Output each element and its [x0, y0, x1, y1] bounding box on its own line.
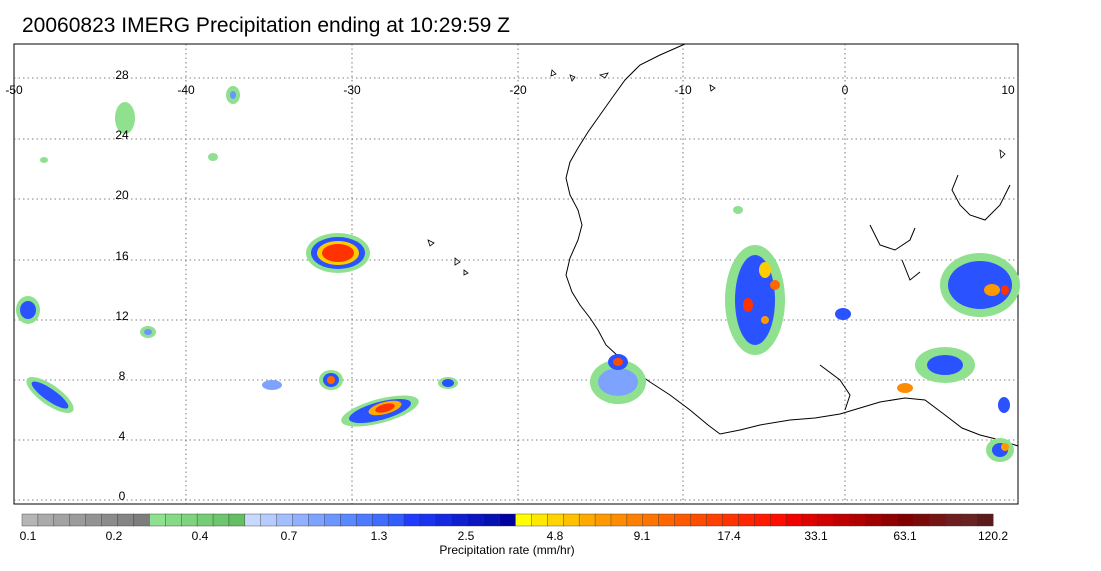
colorbar-swatch [387, 513, 405, 527]
colorbar-swatch [451, 513, 469, 527]
colorbar-swatch [849, 513, 867, 527]
colorbar-swatch [419, 513, 437, 527]
colorbar-swatch [435, 513, 453, 527]
lat-tick-label: 4 [119, 429, 126, 443]
colorbar-swatch [945, 513, 962, 527]
colorbar-swatch [467, 513, 485, 527]
lon-tick-label: 10 [1001, 83, 1015, 97]
colorbar-swatch [626, 513, 644, 527]
colorbar-swatch [754, 513, 771, 527]
colorbar-label: 0.1 [19, 529, 37, 543]
colorbar-swatch [913, 513, 930, 527]
colorbar-swatch [117, 513, 134, 527]
colorbar-label: 0.4 [191, 529, 209, 543]
lat-tick-label: 12 [115, 309, 129, 323]
lon-tick-label: -30 [343, 83, 361, 97]
colorbar-swatch [642, 513, 660, 527]
colorbar-swatch [340, 513, 357, 527]
colorbar-label: 0.2 [105, 529, 123, 543]
colorbar-swatch [563, 513, 580, 527]
map-title: 20060823 IMERG Precipitation ending at 1… [22, 14, 510, 37]
colorbar-swatch [260, 513, 278, 527]
coastline [565, 43, 1019, 447]
colorbar-swatch [69, 513, 87, 527]
colorbar-swatch [658, 513, 676, 527]
colorbar-swatch [372, 513, 389, 527]
lon-tick-label: -10 [674, 83, 692, 97]
colorbar-swatch [53, 513, 71, 527]
colorbar-swatch [594, 513, 612, 527]
colorbar-swatch [960, 513, 978, 527]
colorbar-swatch [531, 513, 548, 527]
colorbar-swatch [180, 513, 198, 527]
lat-tick-label: 20 [115, 188, 129, 202]
colorbar-swatch [610, 513, 628, 527]
colorbar-label: 63.1 [893, 529, 917, 543]
graticule [14, 44, 1018, 504]
lon-tick-label: 0 [842, 83, 849, 97]
colorbar-label: 0.7 [280, 529, 298, 543]
colorbar-swatch [37, 513, 55, 527]
lat-tick-label: 28 [115, 68, 129, 82]
map-frame [13, 43, 1019, 505]
colorbar-swatch [244, 513, 262, 527]
colorbar-swatch [21, 513, 39, 527]
lat-tick-label: 24 [115, 128, 129, 142]
precipitation-fields [16, 86, 1020, 462]
colorbar-swatch [976, 513, 994, 527]
colorbar-swatch [865, 513, 883, 527]
colorbar-swatch [833, 513, 851, 527]
colorbar-swatch [785, 513, 803, 527]
colorbar-swatch [801, 513, 819, 527]
lat-tick-label: 16 [115, 249, 129, 263]
colorbar-swatch [515, 513, 532, 527]
colorbar-swatch [324, 513, 341, 527]
colorbar-swatch [228, 513, 246, 527]
colorbar-label: 17.4 [717, 529, 741, 543]
colorbar [21, 513, 994, 527]
colorbar-label: 4.8 [546, 529, 564, 543]
colorbar-swatch [738, 513, 755, 527]
colorbar-label: 1.3 [370, 529, 388, 543]
colorbar-title: Precipitation rate (mm/hr) [439, 543, 575, 557]
colorbar-label: 9.1 [633, 529, 651, 543]
colorbar-label: 120.2 [977, 529, 1009, 543]
lon-tick-labels: -50 -40 -30 -20 -10 0 10 [5, 83, 1015, 97]
colorbar-swatch [706, 513, 723, 527]
colorbar-swatch [403, 513, 421, 527]
lon-tick-label: -20 [509, 83, 527, 97]
colorbar-swatch [85, 513, 103, 527]
lat-tick-label: 8 [119, 369, 126, 383]
colorbar-swatch [196, 513, 214, 527]
colorbar-swatch [292, 513, 310, 527]
colorbar-swatch [356, 513, 373, 527]
colorbar-swatch [674, 513, 692, 527]
colorbar-swatch [149, 513, 166, 527]
colorbar-swatch [133, 513, 150, 527]
colorbar-swatch [308, 513, 325, 527]
colorbar-swatch [547, 513, 564, 527]
colorbar-swatch [165, 513, 182, 527]
colorbar-label: 33.1 [804, 529, 828, 543]
lat-tick-labels: 28 24 20 16 12 8 4 0 [115, 68, 129, 503]
colorbar-swatch [690, 513, 707, 527]
colorbar-swatch [483, 513, 501, 527]
colorbar-swatch [101, 513, 119, 527]
lon-tick-label: -50 [5, 83, 23, 97]
colorbar-label: 2.5 [457, 529, 475, 543]
colorbar-swatch [897, 513, 914, 527]
colorbar-swatch [769, 513, 787, 527]
lon-tick-label: -40 [177, 83, 195, 97]
colorbar-swatch [817, 513, 835, 527]
colorbar-swatch [722, 513, 739, 527]
colorbar-swatch [499, 513, 516, 527]
colorbar-swatch [276, 513, 294, 527]
lat-tick-label: 0 [119, 489, 126, 503]
colorbar-swatch [881, 513, 898, 527]
colorbar-swatch [929, 513, 946, 527]
colorbar-swatch [578, 513, 596, 527]
islands [427, 69, 1006, 276]
colorbar-swatch [212, 513, 230, 527]
